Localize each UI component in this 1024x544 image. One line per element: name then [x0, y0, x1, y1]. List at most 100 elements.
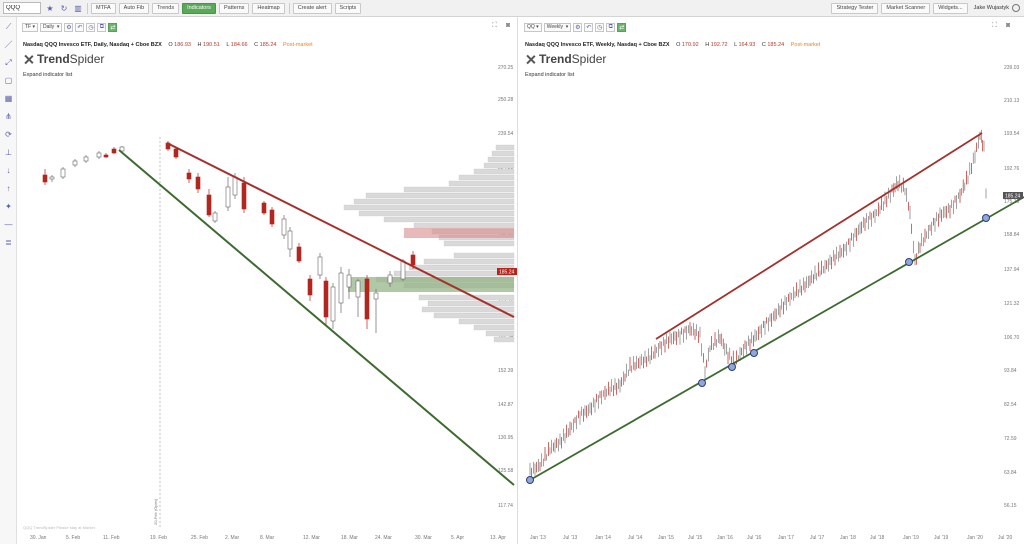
arrow-up-tool-icon[interactable]: ↑	[6, 184, 11, 193]
arrow-down-tool-icon[interactable]: ↓	[6, 166, 11, 175]
zone-tool-icon[interactable]: ▦	[4, 94, 13, 103]
daily-chart-canvas[interactable]: 270.25250.28239.54224.28210.77196.86173.…	[18, 17, 518, 544]
market-scanner-button[interactable]: Market Scanner	[881, 2, 931, 14]
compare-icon[interactable]: ⧉	[97, 22, 107, 32]
rectangle-tool-icon[interactable]: ▢	[4, 76, 13, 85]
candle-down	[173, 148, 179, 158]
sync-icon[interactable]: ⇄	[108, 22, 118, 32]
x-tick-label: Jul '16	[747, 535, 762, 541]
mtfa-button[interactable]: MTFA	[91, 2, 116, 14]
settings-icon[interactable]: ⚙	[573, 22, 583, 32]
settings-tool-icon[interactable]: ≣	[5, 238, 12, 247]
create-alert-button[interactable]: Create alert	[292, 2, 332, 14]
star-icon[interactable]: ★	[46, 3, 54, 13]
volume-profile-bar	[353, 198, 515, 205]
volume-profile-bar	[458, 318, 515, 325]
y-tick-label: 117.74	[498, 503, 513, 509]
symbol-dropdown[interactable]: QQ ▾	[524, 22, 542, 32]
line-tool-icon[interactable]: ／	[4, 40, 13, 49]
weekly-chart-panel: 239.03 210.13 193.54 192.76 175.19 158.84 137.…	[520, 17, 1024, 544]
hline-tool-icon[interactable]: —	[4, 220, 13, 229]
symbol-input[interactable]	[3, 2, 41, 14]
camera-icon[interactable]: ◙	[1006, 22, 1011, 29]
camera-icon[interactable]: ◙	[506, 22, 511, 29]
x-tick-label: 30. Jan	[30, 535, 47, 541]
x-tick-label: 11. Feb	[103, 535, 120, 541]
refresh-icon[interactable]: ↻	[60, 3, 68, 13]
fib-tool-icon[interactable]: ⤢	[5, 57, 12, 67]
x-tick-label: Jul '13	[563, 535, 578, 541]
x-tick-label: 25. Feb	[191, 535, 208, 541]
patterns-button[interactable]: Patterns	[218, 2, 250, 14]
expand-indicator-link[interactable]: Expand indicator list	[23, 72, 73, 78]
pitchfork-tool-icon[interactable]: ⋔	[5, 112, 12, 121]
x-tick-label: Jan '20	[967, 535, 983, 541]
cycle-tool-icon[interactable]: ⟳	[5, 130, 12, 139]
fullscreen-icon[interactable]: ⛶	[992, 22, 997, 29]
symbol-dropdown[interactable]: TF ▾	[22, 22, 39, 32]
layout-icon[interactable]: ▥	[74, 3, 82, 13]
candle-up	[373, 292, 379, 300]
trendspider-logo: Trend Spider	[23, 52, 104, 66]
weekly-chart-canvas[interactable]: 239.03 210.13 193.54 192.76 175.19 158.84 137.…	[520, 17, 1024, 544]
y-tick-label: 82.54	[1004, 402, 1017, 408]
y-tick-label: 175.19	[1004, 199, 1020, 205]
volume-profile-bar	[418, 294, 515, 301]
x-tick-label: 30. Mar	[415, 535, 432, 541]
auto-fib-button[interactable]: Auto Fib	[118, 2, 150, 14]
trendline-touch-marker	[905, 258, 913, 266]
market-status: Post-market	[790, 42, 821, 48]
clock-icon[interactable]: ◷	[595, 22, 605, 32]
y-tick-label: 250.28	[498, 97, 514, 103]
daily-chart-toolbar: TF ▾ Daily ▾ ⚙ ↶ ◷ ⧉ ⇄	[22, 22, 119, 32]
support-trendline	[118, 149, 515, 486]
y-tick-label: 210.13	[1004, 98, 1020, 104]
y-tick-label: 158.84	[1004, 232, 1020, 238]
volume-profile-bar	[473, 324, 515, 331]
user-icon[interactable]	[1012, 4, 1020, 12]
x-tick-label: 18. Mar	[341, 535, 358, 541]
candle-up	[60, 168, 66, 178]
y-tick-label: 121.32	[1004, 301, 1020, 307]
y-tick-label: 63.84	[1004, 470, 1017, 476]
candle-down	[241, 182, 247, 210]
settings-icon[interactable]: ⚙	[64, 22, 74, 32]
candle-down	[410, 254, 416, 266]
trends-button[interactable]: Trends	[152, 2, 180, 14]
sync-icon[interactable]: ⇄	[617, 22, 627, 32]
x-tick-label: Jul '17	[810, 535, 825, 541]
candle-down	[42, 174, 48, 183]
x-tick-label: Jan '16	[717, 535, 733, 541]
heatmap-button[interactable]: Heatmap	[252, 2, 285, 14]
interval-label: Weekly	[546, 24, 563, 30]
scripts-button[interactable]: Scripts	[334, 2, 362, 14]
symbol-dropdown-label: QQ	[527, 24, 535, 30]
widgets-button[interactable]: Widgets...	[933, 2, 968, 14]
compare-icon[interactable]: ⧉	[606, 22, 616, 32]
strategy-tester-button[interactable]: Strategy Tester	[831, 2, 879, 14]
fullscreen-icon[interactable]: ⛶	[492, 22, 497, 29]
volume-profile-bar	[383, 216, 515, 223]
measure-tool-icon[interactable]: ⊥	[5, 148, 12, 157]
interval-dropdown[interactable]: Daily ▾	[40, 22, 63, 32]
indicators-button[interactable]: Indicators	[182, 2, 216, 14]
x-tick-label: Jan '14	[595, 535, 611, 541]
expand-indicator-link[interactable]: Expand indicator list	[525, 72, 575, 78]
marker-tool-icon[interactable]: ✦	[5, 202, 12, 211]
candle-up	[287, 230, 293, 250]
candle-up	[119, 146, 125, 152]
candle-up	[212, 212, 218, 222]
candle-up	[330, 286, 336, 322]
candle-down	[111, 148, 117, 154]
volume-profile-bar	[443, 240, 515, 247]
undo-icon[interactable]: ↶	[584, 22, 594, 32]
candle-up	[355, 280, 361, 298]
undo-icon[interactable]: ↶	[75, 22, 85, 32]
candle-down	[296, 246, 302, 262]
clock-icon[interactable]: ◷	[86, 22, 96, 32]
daily-chart-panel: 270.25250.28239.54224.28210.77196.86173.…	[18, 17, 518, 544]
trendline-tool-icon[interactable]: ⟋	[5, 21, 12, 31]
candle-down	[269, 209, 275, 225]
interval-dropdown[interactable]: Weekly ▾	[543, 22, 572, 32]
user-name[interactable]: Jake Wujastyk	[973, 5, 1009, 11]
